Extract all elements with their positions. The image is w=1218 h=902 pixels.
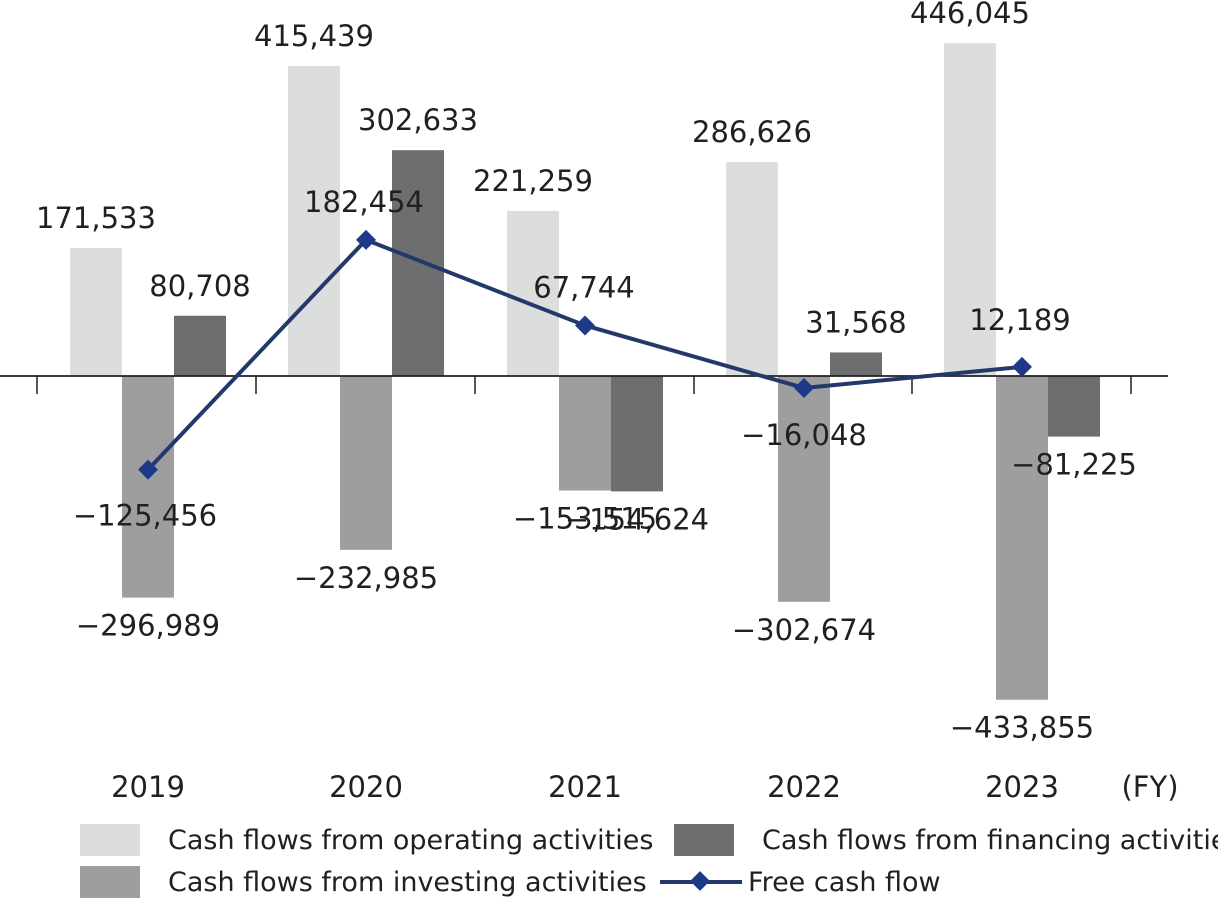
bar-investing-2019	[122, 376, 174, 598]
legend: Cash flows from operating activities Cas…	[0, 812, 1218, 900]
bars-layer	[70, 43, 1100, 700]
fcf-marker-2020	[356, 229, 376, 250]
bar-financing-2022	[830, 352, 882, 376]
label-financing-2022: 31,568	[805, 305, 906, 339]
bar-investing-2023	[996, 376, 1048, 700]
axis-layer	[0, 375, 1168, 394]
x-tick-label-2021: 2021	[548, 770, 622, 804]
fcf-marker-2019	[138, 459, 158, 480]
legend-label-investing: Cash flows from investing activities	[168, 866, 647, 898]
label-financing-2020: 302,633	[358, 103, 478, 137]
bar-operating-2021	[507, 210, 559, 376]
bar-financing-2020	[392, 150, 444, 376]
legend-label-financing: Cash flows from financing activities	[762, 824, 1218, 856]
label-investing-2019: −296,989	[76, 609, 220, 643]
label-fcf-2022: −16,048	[741, 418, 867, 452]
legend-label-operating: Cash flows from operating activities	[168, 824, 654, 856]
label-investing-2022: −302,674	[732, 613, 876, 647]
bar-operating-2020	[288, 66, 340, 376]
label-financing-2019: 80,708	[149, 269, 250, 303]
label-operating-2022: 286,626	[692, 115, 812, 149]
bar-operating-2022	[726, 162, 778, 376]
legend-label-fcf: Free cash flow	[748, 866, 941, 898]
x-tick-label-2022: 2022	[767, 770, 841, 804]
label-operating-2023: 446,045	[910, 0, 1030, 30]
label-financing-2023: −81,225	[1011, 448, 1137, 482]
legend-swatch-fcf	[660, 866, 742, 898]
label-fcf-2020: 182,454	[304, 185, 424, 219]
label-operating-2020: 415,439	[254, 19, 374, 53]
fcf-marker-2021	[575, 315, 595, 336]
cash-flow-chart: 171,533 415,439 221,259 286,626 446,045 −296,…	[0, 0, 1179, 804]
legend-swatch-investing	[80, 866, 140, 898]
legend-item-financing: Cash flows from financing activities	[674, 820, 1218, 860]
x-tick-label-2020: 2020	[329, 770, 403, 804]
bar-operating-2023	[944, 43, 996, 377]
legend-swatch-financing	[674, 824, 734, 856]
label-fcf-2023: 12,189	[969, 303, 1070, 337]
x-tick-label-2023: 2023	[985, 770, 1059, 804]
fcf-line-layer	[138, 229, 1032, 480]
label-investing-2020: −232,985	[294, 561, 438, 595]
bar-financing-2021	[611, 376, 663, 492]
x-axis-unit: (FY)	[1121, 770, 1178, 804]
label-investing-2021: −153,515	[513, 502, 657, 536]
bar-investing-2020	[340, 376, 392, 550]
bar-investing-2021	[559, 376, 611, 491]
x-tick-label-2019: 2019	[111, 770, 185, 804]
label-fcf-2019: −125,456	[73, 499, 217, 533]
label-financing-2021: −154,624	[565, 502, 709, 536]
label-investing-2023: −433,855	[950, 711, 1094, 745]
x-tick-labels: 2019 2020 2021 2022 2023 (FY)	[111, 770, 1178, 804]
legend-item-investing: Cash flows from investing activities	[80, 862, 647, 902]
legend-item-operating: Cash flows from operating activities	[80, 820, 653, 860]
label-fcf-2021: 67,744	[533, 270, 634, 304]
bar-operating-2019	[70, 248, 122, 376]
bar-financing-2019	[174, 315, 226, 376]
fcf-marker-2023	[1012, 356, 1032, 377]
bar-investing-2022	[778, 376, 830, 602]
bar-financing-2023	[1048, 376, 1100, 437]
data-labels-layer: 171,533 415,439 221,259 286,626 446,045 −296,…	[36, 0, 1137, 745]
legend-swatch-operating	[80, 824, 140, 856]
fcf-marker-2022	[794, 377, 814, 398]
legend-item-fcf: Free cash flow	[660, 862, 941, 902]
label-operating-2021: 221,259	[473, 164, 593, 198]
label-operating-2019: 171,533	[36, 201, 156, 235]
